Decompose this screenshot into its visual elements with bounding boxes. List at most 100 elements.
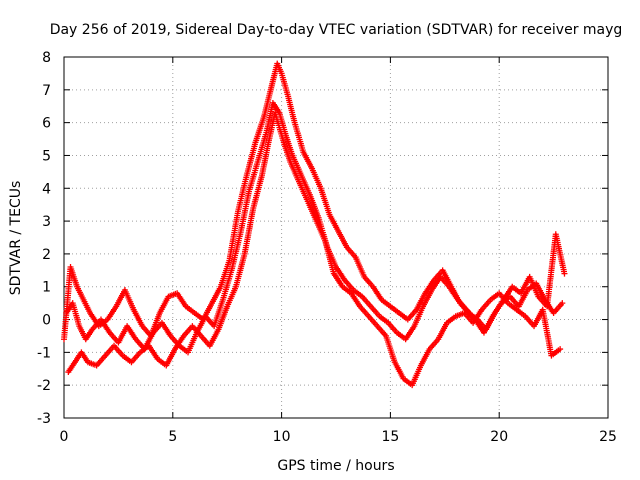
interpolated-marks [353, 256, 367, 278]
interpolated-marks [237, 190, 252, 236]
interpolated-marks [271, 101, 282, 115]
data-point [559, 300, 566, 307]
interpolated-marks [244, 141, 258, 177]
interpolated-marks [147, 344, 160, 361]
data-point [557, 346, 564, 353]
interpolated-marks [358, 305, 371, 318]
interpolated-marks [275, 62, 284, 75]
y-axis-label: SDTVAR / TECUs [8, 181, 24, 296]
interpolated-marks [406, 308, 419, 321]
interpolated-marks [307, 193, 321, 219]
interpolated-marks [125, 324, 138, 341]
interpolated-marks [261, 88, 274, 118]
interpolated-marks [550, 347, 562, 358]
interpolated-marks [397, 311, 410, 322]
series-track-a [61, 60, 568, 343]
interpolated-marks [185, 331, 199, 354]
interpolated-marks [389, 304, 401, 315]
interpolated-marks [277, 111, 289, 137]
interpolated-marks [301, 151, 315, 170]
interpolated-marks [292, 121, 306, 154]
interpolated-marks [375, 324, 388, 338]
interpolated-marks [367, 314, 379, 328]
interpolated-marks [316, 216, 330, 249]
interpolated-marks [386, 321, 399, 334]
y-tick-label: 6 [42, 116, 51, 132]
y-tick-label: 7 [42, 83, 51, 99]
interpolated-marks [121, 354, 133, 364]
interpolated-marks [489, 291, 501, 302]
x-axis-label: GPS time / hours [277, 458, 394, 474]
interpolated-marks [371, 285, 384, 302]
interpolated-marks [343, 278, 355, 292]
interpolated-marks [438, 275, 451, 289]
interpolated-marks [380, 298, 392, 309]
interpolated-marks [218, 259, 232, 288]
interpolated-marks [352, 288, 364, 299]
interpolated-marks [79, 351, 90, 364]
interpolated-marks [131, 308, 145, 328]
interpolated-marks [480, 298, 492, 312]
interpolated-marks [216, 305, 230, 331]
x-tick-label: 10 [273, 429, 291, 445]
interpolated-marks [552, 301, 564, 315]
interpolated-marks [403, 324, 417, 341]
interpolated-marks [418, 347, 432, 367]
interpolated-marks [436, 321, 449, 341]
interpolated-marks [220, 269, 234, 301]
interpolated-marks [66, 360, 77, 374]
interpolated-marks [392, 361, 406, 380]
interpolated-marks [318, 187, 332, 216]
y-tick-label: 1 [42, 280, 51, 296]
interpolated-marks [225, 285, 238, 308]
interpolated-marks [142, 331, 156, 351]
interpolated-marks [414, 292, 428, 311]
interpolated-marks [412, 305, 426, 328]
interpolated-marks [506, 301, 518, 312]
x-tick-label: 0 [60, 429, 69, 445]
interpolated-marks [445, 314, 457, 325]
interpolated-marks [250, 174, 265, 209]
interpolated-marks [423, 278, 436, 295]
interpolated-marks [129, 351, 142, 364]
series-track-b [65, 109, 564, 389]
interpolated-marks [242, 207, 256, 255]
interpolated-marks [456, 298, 469, 312]
interpolated-marks [378, 314, 390, 325]
interpolated-marks [402, 376, 414, 387]
interpolated-marks [255, 131, 269, 163]
y-tick-label: 5 [42, 148, 51, 164]
interpolated-marks [500, 294, 512, 305]
interpolated-marks [226, 210, 241, 262]
interpolated-marks [160, 321, 173, 338]
interpolated-marks [490, 301, 504, 318]
interpolated-marks [290, 154, 304, 177]
x-tick-label: 15 [381, 429, 399, 445]
y-tick-label: -1 [37, 345, 51, 361]
interpolated-marks [253, 115, 267, 144]
interpolated-marks [540, 308, 554, 357]
interpolated-marks [296, 180, 310, 203]
grid-layer [64, 57, 608, 418]
interpolated-marks [105, 305, 119, 321]
interpolated-marks [325, 246, 339, 269]
interpolated-marks [209, 285, 223, 305]
interpolated-marks [341, 285, 353, 295]
interpolated-marks [122, 289, 136, 311]
interpolated-marks [515, 308, 527, 318]
series-track-c [63, 99, 566, 356]
y-tick-label: 2 [42, 247, 51, 263]
interpolated-marks [285, 95, 298, 124]
interpolated-marks [288, 161, 302, 183]
interpolated-marks [331, 272, 345, 289]
interpolated-marks [362, 275, 375, 289]
y-tick-label: 3 [42, 214, 51, 230]
interpolated-marks [299, 174, 312, 196]
interpolated-marks [516, 288, 530, 308]
y-tick-label: -3 [37, 411, 51, 427]
interpolated-marks [283, 134, 295, 157]
interpolated-marks [246, 161, 260, 193]
interpolated-marks [369, 305, 382, 318]
interpolated-marks [383, 335, 398, 364]
interpolated-marks [99, 318, 112, 334]
